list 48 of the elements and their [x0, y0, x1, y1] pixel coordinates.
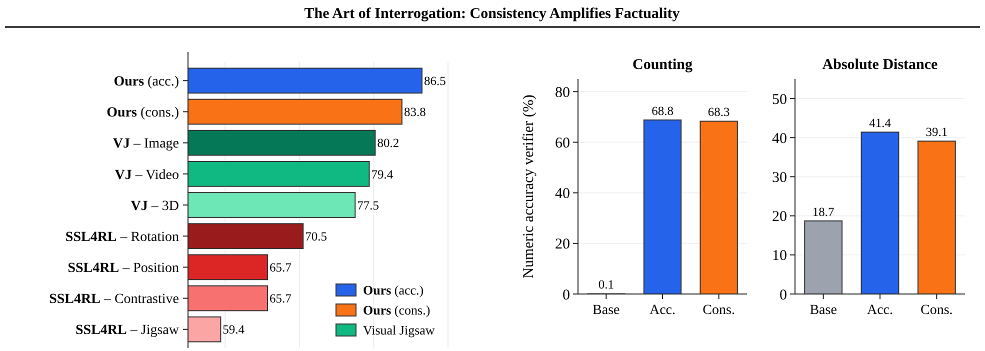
y-tick-label: 50 [772, 92, 787, 108]
x-tick-label: Base [810, 303, 837, 318]
y-tick-label: SSL4RL – Contrastive [49, 292, 179, 308]
data-label: 65.7 [269, 292, 292, 306]
legend-label: Visual Jigsaw [363, 322, 436, 338]
y-tick-label: 0 [780, 287, 787, 304]
y-tick-label: 80 [555, 84, 570, 101]
x-tick-label: Acc. [866, 303, 894, 318]
legend-label: Ours (acc.) [363, 282, 424, 298]
chart-title: Absolute Distance [822, 57, 938, 73]
data-label: 65.7 [269, 260, 292, 275]
y-tick-label: 20 [772, 209, 787, 226]
data-label: 0.1 [598, 278, 614, 292]
data-label: 80.2 [377, 136, 400, 150]
x-tick-label: Cons. [702, 303, 735, 318]
y-tick-label: VJ – Image [112, 136, 179, 152]
data-label: 59.4 [222, 322, 246, 337]
x-tick-label: Cons. [920, 303, 953, 318]
data-label: 18.7 [812, 204, 834, 219]
y-tick-label: 40 [555, 186, 570, 202]
y-tick-label: SSL4RL – Jigsaw [76, 323, 180, 338]
y-tick-label: 10 [772, 248, 787, 264]
y-tick-label: 60 [555, 135, 570, 152]
y-tick-label: Ours (acc.) [114, 74, 180, 90]
data-label: 77.5 [357, 198, 380, 212]
data-label: 39.1 [926, 125, 948, 140]
y-tick-label: Ours (cons.) [106, 106, 180, 121]
y-tick-label: SSL4RL – Position [68, 261, 179, 276]
x-tick-label: Acc. [649, 303, 676, 318]
data-label: 68.8 [652, 104, 674, 118]
data-label: 41.4 [869, 116, 892, 130]
text: The Art of Interrogation: Consistency Amplifies Factuality [304, 6, 680, 22]
data-label: 86.5 [424, 74, 446, 88]
y-tick-label: VJ – Video [114, 168, 179, 183]
y-tick-label: VJ – 3D [130, 198, 179, 214]
y-tick-label: SSL4RL – Rotation [65, 230, 179, 245]
y-tick-label: 0 [562, 287, 570, 304]
y-tick-label: 30 [772, 170, 787, 186]
y-axis-title: Numeric accuracy verifier (%) [521, 94, 537, 278]
y-tick-label: 40 [772, 130, 787, 147]
chart-title: Counting [632, 57, 694, 73]
x-tick-label: Base [592, 303, 620, 318]
y-tick-label: 20 [555, 236, 570, 253]
data-label: 68.3 [708, 105, 730, 120]
data-label: 70.5 [305, 229, 328, 244]
data-label: 79.4 [371, 167, 394, 182]
legend-label: Ours (cons.) [363, 302, 430, 318]
data-label: 83.8 [404, 105, 426, 120]
